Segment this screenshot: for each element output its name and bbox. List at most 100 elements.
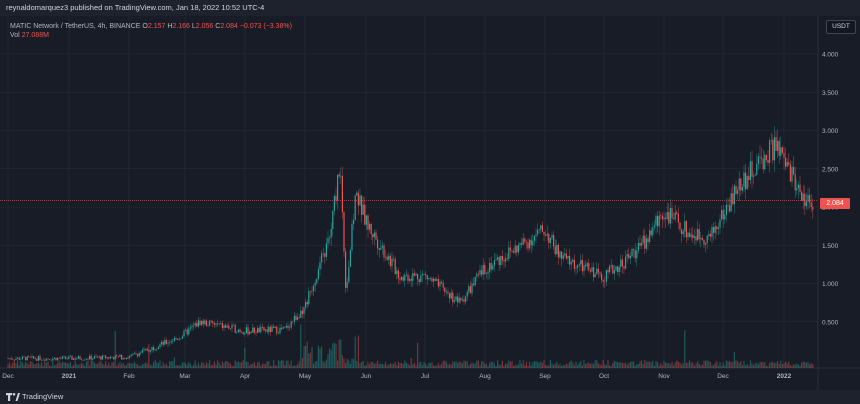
volume-bar <box>413 362 415 368</box>
volume-bar <box>271 365 273 368</box>
candle-body <box>642 235 644 243</box>
price-chart[interactable]: 0.5001.0001.5002.0002.5003.0003.5004.000… <box>0 16 860 390</box>
candle-body <box>58 357 60 359</box>
volume-bar <box>434 365 436 368</box>
volume-bar <box>693 365 695 368</box>
candle-body <box>641 242 643 246</box>
candle-body <box>618 266 620 273</box>
candle-body <box>420 275 422 283</box>
candle-body <box>729 205 731 212</box>
volume-bar <box>477 360 479 368</box>
candle-body <box>588 263 590 270</box>
candle-body <box>751 161 753 177</box>
candle-body <box>572 259 574 262</box>
volume-bar <box>133 361 135 368</box>
candle-body <box>780 147 782 156</box>
chart-area[interactable]: 0.5001.0001.5002.0002.5003.0003.5004.000… <box>0 16 860 390</box>
candle-body <box>297 317 299 320</box>
volume-bar <box>676 360 678 368</box>
candle-body <box>746 176 748 190</box>
candle-body <box>583 265 585 272</box>
volume-bar <box>665 362 667 368</box>
candle-body <box>113 357 115 360</box>
candle-body <box>47 358 49 360</box>
candle-body <box>777 140 779 151</box>
candle-body <box>287 325 289 328</box>
candle-body <box>237 329 239 333</box>
candle-body <box>333 196 335 211</box>
candle-body <box>679 222 681 230</box>
volume-bar <box>181 362 183 368</box>
candle-body <box>55 357 57 361</box>
volume-bar <box>79 364 81 368</box>
candle-body <box>39 356 41 361</box>
candle-body <box>98 356 100 358</box>
candle-body <box>593 267 595 278</box>
candle-body <box>365 215 367 225</box>
candle-body <box>537 230 539 235</box>
y-tick-label: 4.000 <box>822 52 839 59</box>
currency-button[interactable]: USDT <box>826 20 856 34</box>
candle-body <box>633 249 635 251</box>
volume-bar <box>623 363 625 368</box>
candle-body <box>762 158 764 170</box>
candle-body <box>452 292 454 303</box>
candle-body <box>665 217 667 219</box>
candle-body <box>236 332 238 333</box>
volume-bar <box>45 363 47 368</box>
high-label: H <box>167 23 173 30</box>
volume-bar <box>506 363 508 368</box>
volume-bar <box>628 363 630 368</box>
candle-body <box>361 195 363 215</box>
volume-bar <box>529 361 531 368</box>
candle-body <box>372 234 374 238</box>
volume-bar <box>148 344 150 368</box>
volume-bar <box>738 362 740 368</box>
volume-bar <box>343 358 345 368</box>
volume-bar <box>39 364 41 368</box>
volume-bar <box>132 363 134 368</box>
volume-bar <box>497 360 499 368</box>
candle-body <box>377 239 379 249</box>
candle-body <box>569 255 571 265</box>
candle-body <box>711 227 713 237</box>
volume-bar <box>645 362 647 368</box>
candle-body <box>109 356 111 359</box>
candle-body <box>617 266 619 273</box>
candle-body <box>465 296 467 302</box>
candle-body <box>428 278 430 279</box>
candle-body <box>628 254 630 259</box>
volume-bar <box>585 363 587 368</box>
volume-bar <box>290 360 292 368</box>
candle-body <box>725 204 727 215</box>
candle-body <box>519 243 521 246</box>
candle-body <box>181 336 183 339</box>
volume-bar <box>313 363 315 368</box>
candle-body <box>503 260 505 262</box>
candle-body <box>621 259 623 267</box>
candle-body <box>309 291 311 292</box>
volume-bar <box>633 361 635 368</box>
candle-body <box>799 184 801 192</box>
candle-body <box>207 325 209 327</box>
volume-bar <box>370 361 372 368</box>
candle-body <box>125 357 127 360</box>
candle-body <box>749 161 751 181</box>
candle-body <box>300 310 302 318</box>
candle-body <box>445 291 447 293</box>
volume-bar <box>727 361 729 368</box>
volume-bar <box>85 361 87 368</box>
volume-bar <box>533 361 535 368</box>
candle-body <box>308 291 310 305</box>
candle-body <box>605 270 607 282</box>
candle-body <box>511 250 513 252</box>
volume-bar <box>81 362 83 368</box>
volume-bar <box>106 365 108 368</box>
candle-body <box>149 350 151 352</box>
candle-body <box>369 223 371 230</box>
candle-body <box>783 152 785 158</box>
volume-bar <box>297 364 299 368</box>
candle-body <box>345 251 347 288</box>
candle-body <box>157 346 159 349</box>
candle-body <box>709 234 711 237</box>
